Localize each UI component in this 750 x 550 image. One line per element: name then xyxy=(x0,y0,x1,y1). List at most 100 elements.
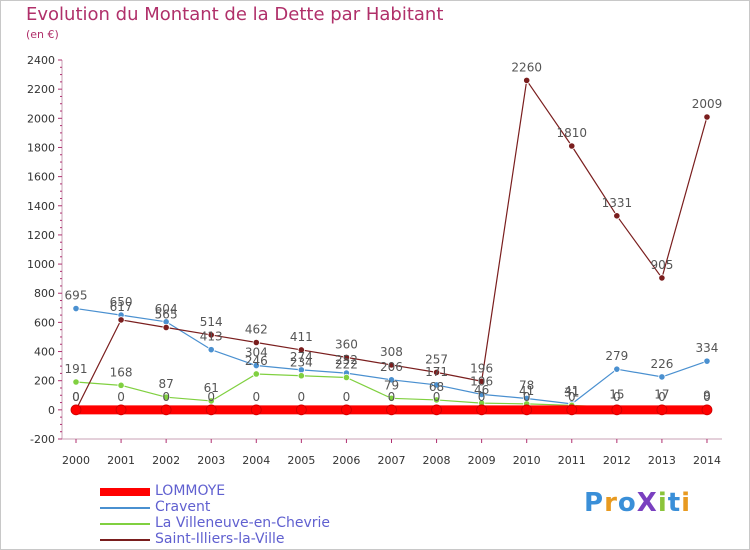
data-label-s3-2013: 905 xyxy=(650,258,673,272)
data-label-s1-2006: 252 xyxy=(335,353,358,367)
point-s2-2001 xyxy=(117,381,125,389)
point-s2-2005 xyxy=(297,372,305,380)
data-label-s1-2011: 41 xyxy=(564,384,579,398)
x-tick-label-2014: 2014 xyxy=(693,454,721,467)
x-tick-label-2005: 2005 xyxy=(287,454,315,467)
data-label-s3-2000: 0 xyxy=(72,390,80,404)
y-tick-label-10: 1800 xyxy=(27,141,55,154)
x-tick-label-2013: 2013 xyxy=(648,454,676,467)
point-s2-2003 xyxy=(207,397,215,405)
data-label-s1-2009: 106 xyxy=(470,374,493,388)
point-s1-2009 xyxy=(478,390,486,398)
data-label-s2-2004: 246 xyxy=(245,354,268,368)
point-s1-2013 xyxy=(658,373,666,381)
x-tick-label-2012: 2012 xyxy=(603,454,631,467)
logo-letter-0: P xyxy=(584,488,605,518)
y-tick-label-7: 1200 xyxy=(27,229,55,242)
point-s3-2002 xyxy=(162,323,170,332)
chart-title: Evolution du Montant de la Dette par Hab… xyxy=(26,4,444,25)
data-label-s2-2013: 17 xyxy=(654,387,669,401)
y-tick-label-3: 400 xyxy=(34,346,55,359)
data-label-s0-2003: 0 xyxy=(207,390,215,404)
data-label-s1-2004: 304 xyxy=(245,346,268,360)
x-tick-label-2011: 2011 xyxy=(558,454,586,467)
point-s3-2014 xyxy=(703,113,711,121)
point-s0-2010 xyxy=(521,404,533,416)
point-s0-2008 xyxy=(431,404,442,416)
data-label-s0-2001: 0 xyxy=(117,390,125,404)
data-label-s2-2002: 87 xyxy=(158,377,173,391)
y-tick-label-2: 200 xyxy=(34,375,55,388)
data-label-s2-2003: 61 xyxy=(204,381,219,395)
x-tick-label-2000: 2000 xyxy=(62,454,90,467)
data-label-s3-2014: 2009 xyxy=(692,97,723,111)
point-s3-2005 xyxy=(297,346,305,354)
y-tick-label-6: 1000 xyxy=(27,258,55,271)
logo-letter-1: r xyxy=(604,488,618,518)
data-label-s2-2011: 31 xyxy=(564,385,579,399)
data-label-s3-2006: 360 xyxy=(335,337,358,351)
x-tick-label-2009: 2009 xyxy=(468,454,496,467)
data-label-s1-2003: 413 xyxy=(200,330,223,344)
data-label-s2-2012: 15 xyxy=(609,388,624,402)
point-s0-2013 xyxy=(656,404,668,416)
legend-swatch-saint-illiers xyxy=(100,539,150,541)
data-label-s1-2007: 206 xyxy=(380,360,403,374)
point-s3-2013 xyxy=(658,274,666,282)
data-label-s0-2005: 0 xyxy=(298,390,306,404)
y-tick-label-11: 2000 xyxy=(27,112,55,125)
data-label-s1-2014: 334 xyxy=(696,341,719,355)
point-s2-2000 xyxy=(72,378,80,386)
proxiti-logo: ProXiti xyxy=(584,488,691,518)
data-label-s1-2001: 650 xyxy=(110,295,133,309)
data-label-s3-2004: 462 xyxy=(245,323,268,337)
point-s3-2001 xyxy=(117,316,125,324)
point-s0-2011 xyxy=(566,404,578,416)
point-s1-2004 xyxy=(252,361,260,370)
data-label-s0-2006: 0 xyxy=(343,390,351,404)
point-s3-2009 xyxy=(478,377,486,385)
data-label-s2-2001: 168 xyxy=(110,365,133,379)
data-label-s0-2009: 0 xyxy=(478,390,486,404)
data-label-s1-2010: 78 xyxy=(519,378,534,392)
logo-letter-2: o xyxy=(617,488,637,518)
chart-subtitle: (en €) xyxy=(26,28,59,41)
point-s2-2008 xyxy=(432,396,441,404)
point-s3-2006 xyxy=(342,353,351,361)
legend-label-saint-illiers: Saint-Illiers-la-Ville xyxy=(155,531,285,547)
data-label-s3-2009: 196 xyxy=(470,361,493,375)
point-s3-2008 xyxy=(432,368,441,376)
point-s1-2007 xyxy=(387,376,396,384)
data-label-s0-2000: 0 xyxy=(72,390,80,404)
data-label-s3-2011: 1810 xyxy=(556,126,587,140)
data-label-s1-2000: 695 xyxy=(65,289,88,303)
data-label-s2-2007: 79 xyxy=(384,378,399,392)
point-s3-2003 xyxy=(207,331,215,339)
y-tick-label-0: -200 xyxy=(30,433,55,446)
data-label-s3-2002: 565 xyxy=(155,307,178,321)
point-s0-2004 xyxy=(250,404,262,416)
data-label-s3-2008: 257 xyxy=(425,352,448,366)
data-label-s3-2005: 411 xyxy=(290,330,313,344)
data-label-s2-2000: 191 xyxy=(65,362,88,376)
point-s1-2000 xyxy=(72,304,80,313)
data-label-s1-2012: 279 xyxy=(605,349,628,363)
point-s0-2006 xyxy=(341,404,352,416)
point-s1-2003 xyxy=(207,346,215,354)
data-label-s1-2002: 604 xyxy=(155,302,178,316)
point-s3-2011 xyxy=(568,142,576,150)
y-tick-label-8: 1400 xyxy=(27,200,55,213)
x-tick-label-2001: 2001 xyxy=(107,454,135,467)
x-tick-label-2004: 2004 xyxy=(242,454,270,467)
legend-label-cravent: Cravent xyxy=(155,499,211,515)
legend-label-villeneuve: La Villeneuve-en-Chevrie xyxy=(155,515,331,531)
x-tick-label-2010: 2010 xyxy=(513,454,541,467)
point-s0-2000 xyxy=(70,404,82,416)
point-s0-2012 xyxy=(611,404,623,416)
data-label-s2-2006: 222 xyxy=(335,357,358,371)
data-label-s3-2001: 617 xyxy=(110,300,133,314)
data-label-s0-2007: 0 xyxy=(388,390,396,404)
legend-swatch-villeneuve xyxy=(100,523,150,525)
legend-swatch-lommoye xyxy=(100,488,150,496)
